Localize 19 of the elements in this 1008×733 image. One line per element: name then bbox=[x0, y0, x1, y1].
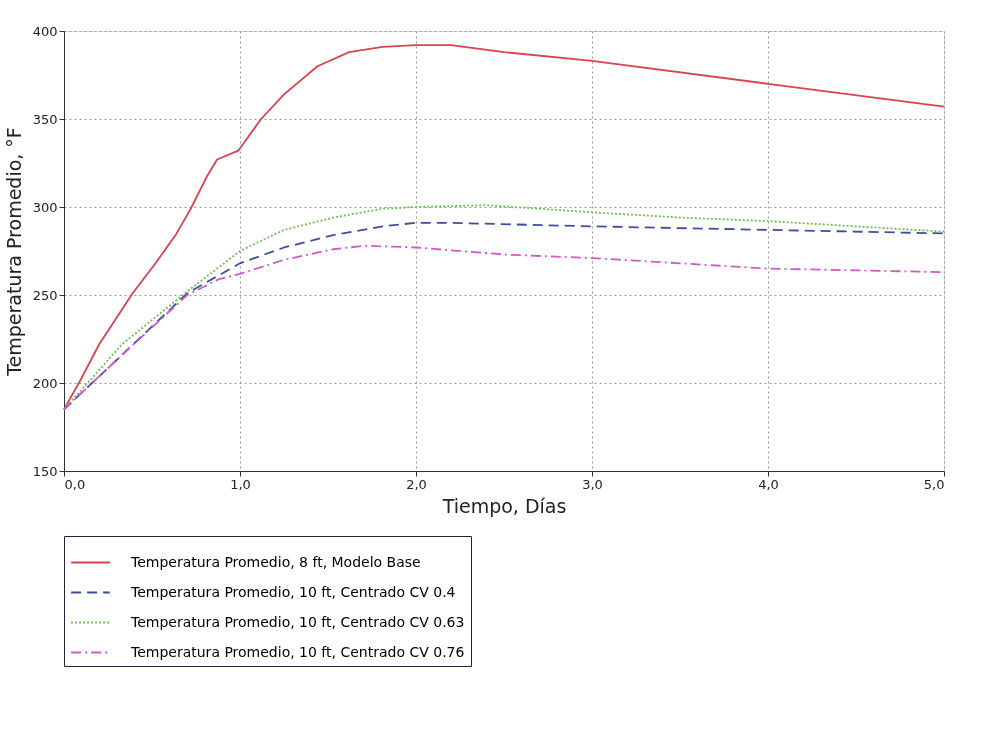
y-tick-label: 350 bbox=[32, 111, 58, 127]
x-tick-label: 4,0 bbox=[758, 476, 779, 492]
y-axis-title: Temperatura Promedio, °F bbox=[2, 127, 25, 377]
legend-label: Temperatura Promedio, 8 ft, Modelo Base bbox=[130, 553, 421, 570]
legend-label: Temperatura Promedio, 10 ft, Centrado CV 0.76 bbox=[130, 643, 465, 660]
x-tick-label: 1,0 bbox=[230, 476, 251, 492]
x-tick-label: 5,0 bbox=[923, 476, 945, 492]
y-tick-label: 400 bbox=[32, 23, 58, 39]
line-series bbox=[63, 44, 945, 411]
y-tick-label: 200 bbox=[32, 375, 58, 391]
legend-label: Temperatura Promedio, 10 ft, Centrado CV 0.63 bbox=[130, 613, 465, 630]
y-tick-label: 300 bbox=[32, 199, 58, 215]
legend-label: Temperatura Promedio, 10 ft, Centrado CV 0.4 bbox=[130, 583, 456, 600]
x-axis-title: Tiempo, Días bbox=[441, 494, 567, 517]
y-tick-label: 250 bbox=[32, 287, 58, 303]
x-tick-label: 3,0 bbox=[582, 476, 603, 492]
x-tick-label: 0,0 bbox=[64, 476, 86, 492]
y-tick-label: 150 bbox=[32, 463, 58, 479]
x-tick-label: 2,0 bbox=[406, 476, 427, 492]
